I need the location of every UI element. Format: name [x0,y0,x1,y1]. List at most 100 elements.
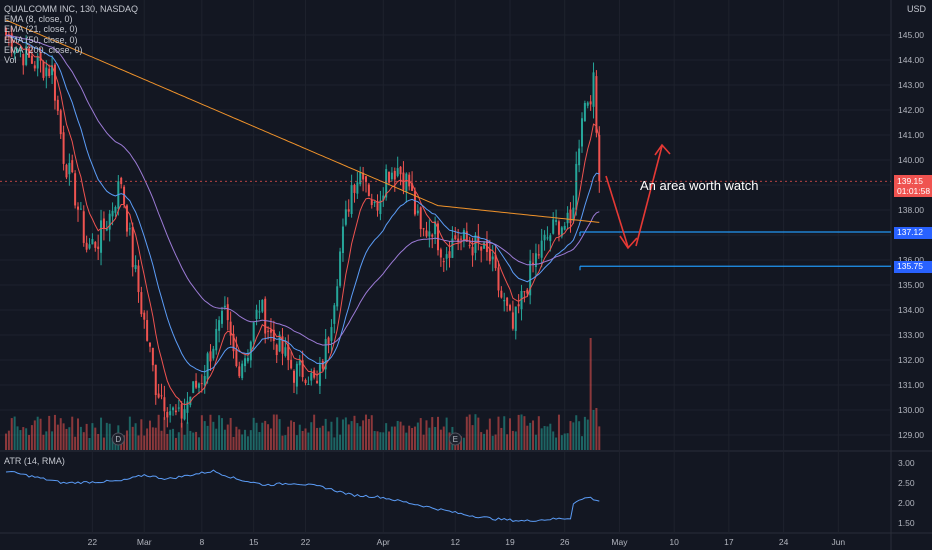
candle-body [483,242,486,249]
volume-bar [172,428,175,450]
volume-bar [5,433,7,450]
candle-body [174,410,177,413]
candle-body [223,305,226,308]
event-marker-circle [111,432,125,446]
candle-body [339,251,342,286]
volume-bar [405,432,408,450]
volume-bar [578,421,581,450]
volume-bar [166,433,169,450]
volume-bar [385,423,388,450]
volume-bar [540,428,543,450]
volume-bar [411,427,414,450]
volume-bar [307,432,310,450]
bar-countdown: 01:01:58 [897,186,931,196]
candle-body [532,262,535,265]
atr-tick-label: 1.50 [898,518,915,528]
candle-body [212,348,215,359]
volume-bar [146,428,149,450]
volume-bar [267,424,270,450]
volume-bar [100,417,103,450]
candle-body [431,234,434,237]
x-tick-label: Mar [137,537,152,547]
volume-bar [111,437,114,450]
candle-body [523,291,526,293]
candle-body [324,339,327,370]
candle-body [33,65,36,69]
atr-legend[interactable]: ATR (14, RMA) [4,456,65,466]
volume-bar [468,414,471,450]
candle-body [448,251,451,258]
volume-bar [22,427,25,450]
candle-body [108,213,111,230]
candle-body [399,166,402,175]
candle-body [477,235,480,244]
volume-bar [33,420,36,450]
volume-bar [229,417,232,450]
candle-body [275,344,278,356]
annotation-text: An area worth watch [640,178,759,193]
y-tick-label: 132.00 [898,355,924,365]
volume-bar [474,414,477,450]
candle-body [146,320,149,341]
candle-body [520,290,523,310]
candle-body [111,210,114,217]
candle-body [373,202,376,204]
candle-body [293,370,295,383]
candle-body [51,65,54,76]
volume-bar [583,416,586,450]
volume-bar [546,426,549,450]
volume-bar [278,419,281,450]
volume-bar [51,431,54,450]
volume-bar [7,430,10,450]
volume-bar [105,422,108,450]
atr-tick-label: 3.00 [898,458,915,468]
volume-bar [30,425,33,450]
candle-body [537,254,540,256]
candle-body [246,357,249,362]
volume-bar [272,414,275,450]
volume-bar [68,427,71,450]
candle-body [298,360,301,366]
volume-bar [65,428,68,450]
volume-bar [298,424,301,450]
candle-body [379,200,382,215]
volume-bar [324,418,327,450]
candle-body [589,101,592,105]
candle-body [85,242,88,250]
candle-body [154,364,157,396]
arrow-up-line [635,145,663,247]
candle-body [59,110,62,135]
candle-body [437,223,439,251]
candle-body [313,370,316,378]
volume-bar [91,423,94,450]
candle-body [45,67,48,77]
candle-body [244,358,247,367]
volume-bar [439,429,442,450]
volume-bar [586,419,589,450]
candle-body [128,228,131,230]
volume-bar [128,416,131,450]
volume-bar [330,421,333,450]
candle-body [526,289,529,294]
volume-bar [388,431,391,450]
volume-bar [313,414,316,450]
volume-bar [258,432,261,450]
volume-bar [244,429,247,450]
candle-body [218,320,221,331]
volume-bar [77,418,79,450]
candles-group [5,25,601,428]
volume-bar [353,415,356,450]
volume-bar [376,431,379,450]
candle-body [428,231,431,237]
candle-body [290,359,293,369]
candle-body [592,72,595,107]
candle-body [149,342,151,347]
volume-bar [523,416,526,450]
level-tag-lower: 135.75 [894,261,932,273]
candle-body [137,265,140,293]
volume-bar [249,430,252,450]
currency-label[interactable]: USD [906,4,926,14]
candle-body [422,228,425,230]
candle-body [336,286,339,307]
